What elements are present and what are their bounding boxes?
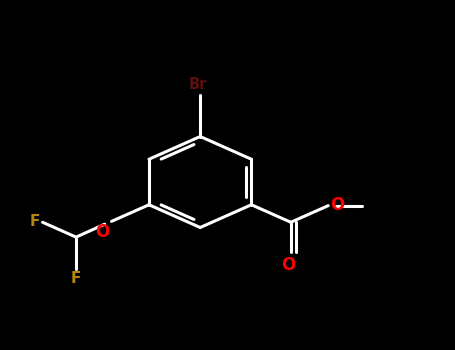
Text: F: F	[71, 272, 81, 286]
Text: Br: Br	[189, 77, 207, 92]
Text: O: O	[282, 256, 296, 273]
Text: F: F	[30, 214, 40, 229]
Text: O: O	[330, 196, 345, 213]
Text: O: O	[95, 223, 109, 241]
